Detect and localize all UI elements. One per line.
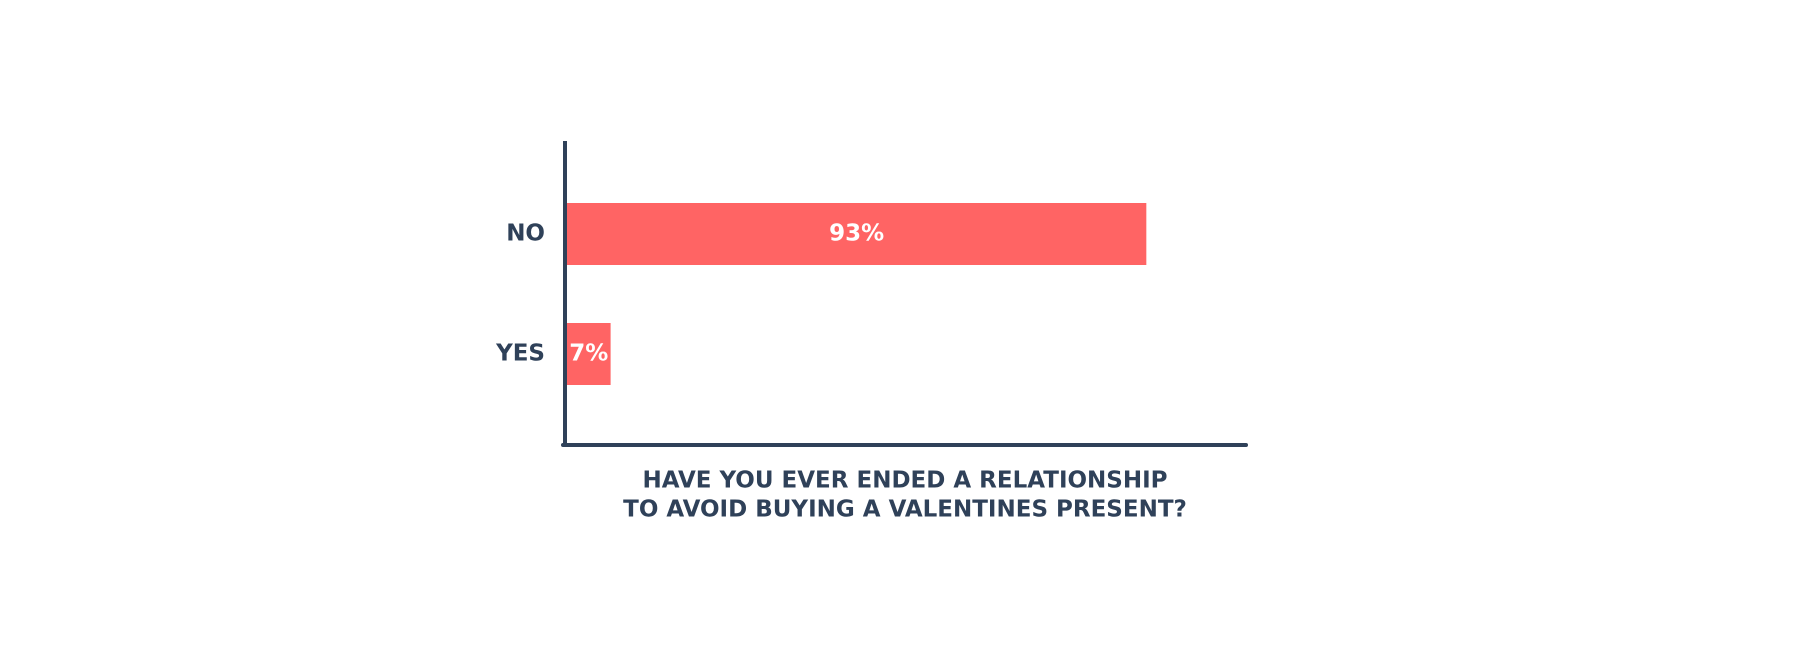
- axis-label: HAVE YOU EVER ENDED A RELATIONSHIP: [642, 468, 1167, 494]
- bar: [567, 323, 611, 385]
- category-label: YES: [495, 341, 545, 367]
- value-label: 93%: [829, 221, 884, 247]
- category-label: NO: [506, 221, 545, 247]
- bar: [567, 203, 1147, 265]
- value-label: 7%: [569, 341, 608, 367]
- axis-label: TO AVOID BUYING A VALENTINES PRESENT?: [623, 497, 1187, 523]
